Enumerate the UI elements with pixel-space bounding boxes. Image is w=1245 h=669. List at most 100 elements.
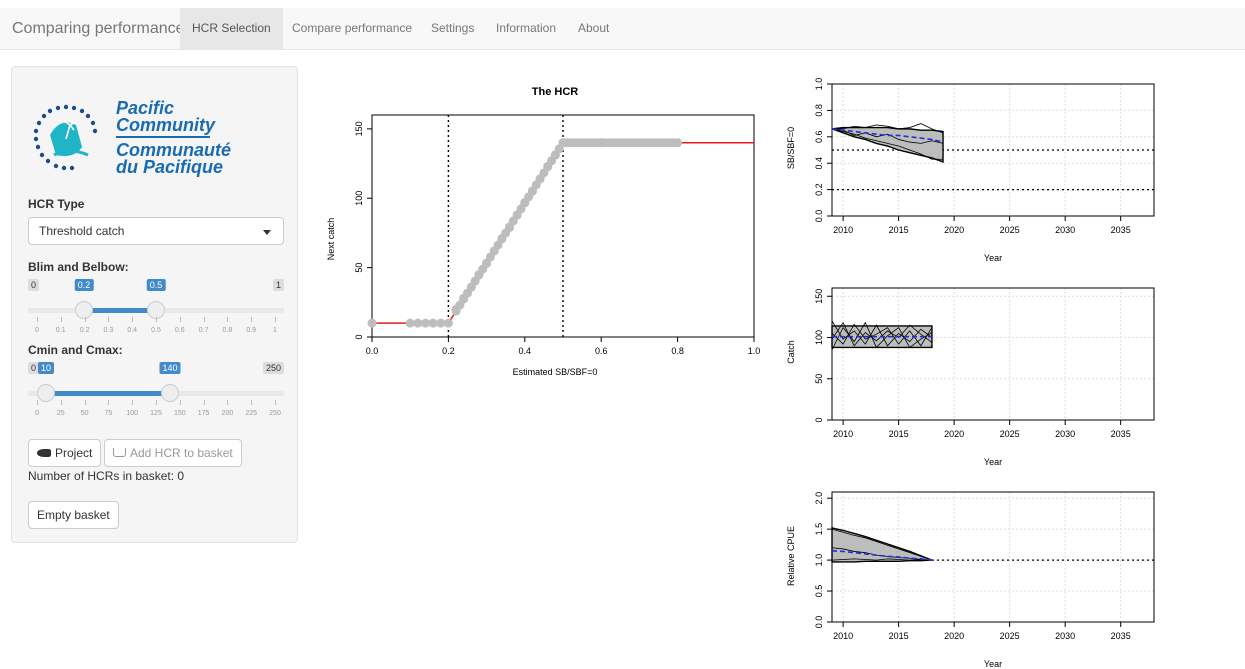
- slider-tick: [227, 317, 229, 322]
- x-tick-label: 2020: [944, 429, 964, 439]
- y-tick-label: 150: [814, 289, 824, 304]
- x-tick-label: 2010: [833, 225, 853, 235]
- sidebar-panel: Pacific Community Communauté du Pacifiqu…: [11, 66, 298, 543]
- sb-trajectory-chart: Year SB/SBF=0 2010 2015 2020 2025 2030 2035 0.…: [786, 78, 1155, 263]
- plot-frame: [831, 287, 1155, 421]
- slider-tick: [251, 317, 253, 322]
- slider-tick-label: 200: [221, 410, 234, 417]
- tab-information[interactable]: Information: [496, 21, 557, 35]
- hcr-type-select[interactable]: Threshold catch: [28, 217, 284, 245]
- spc-logo-emblem: [33, 104, 98, 171]
- x-tick-label: 2035: [1111, 225, 1131, 235]
- slider-tick: [203, 400, 205, 405]
- hcr-point: [428, 318, 438, 328]
- hcr-point: [443, 318, 453, 328]
- y-tick-label: 0.8: [814, 104, 824, 117]
- slider-tick: [108, 317, 110, 322]
- hcr-point: [554, 144, 564, 154]
- project-button-label: Project: [55, 446, 93, 460]
- slider-tick-label: 0.8: [222, 327, 233, 334]
- slider-tick: [108, 400, 110, 405]
- hcr-point: [420, 318, 430, 328]
- x-tick-label: 0.2: [442, 346, 455, 356]
- y-tick-label: 0.2: [814, 183, 824, 196]
- hcr-type-label: HCR Type: [28, 197, 85, 211]
- slider-min-badge: 0: [28, 362, 40, 374]
- y-tick-label: 0: [354, 334, 364, 339]
- slider-range-bar[interactable]: [84, 308, 156, 313]
- y-tick-label: 100: [354, 191, 364, 206]
- slider-tick-label: 100: [126, 410, 139, 417]
- cpue-trajectory-chart: Year Relative CPUE 2010 2015 2020 2025 2030 2…: [786, 491, 1155, 669]
- y-tick-label: 0: [814, 417, 824, 422]
- blim-belbow-slider[interactable]: 0 1 0.2 0.5 0 0.1 0.2 0.3 0.4 0.5 0.6 0.7 0.8 0.9…: [28, 279, 284, 339]
- x-tick-label: 2025: [1000, 225, 1020, 235]
- add-hcr-button[interactable]: Add HCR to basket: [104, 439, 242, 467]
- hcr-type-selected-value: Threshold catch: [39, 224, 125, 238]
- y-tick-label: 0.6: [814, 131, 824, 144]
- logo-text-line1: Pacific: [116, 98, 175, 118]
- navbar: Comparing performance HCR Selection Comp…: [0, 8, 1245, 50]
- slider-from-handle[interactable]: [75, 301, 93, 319]
- slider-tick: [60, 400, 62, 405]
- basket-icon: [113, 448, 126, 458]
- hcr-point: [405, 318, 415, 328]
- slider-range-bar[interactable]: [46, 391, 170, 396]
- y-tick-label: 150: [354, 121, 364, 136]
- blim-belbow-label: Blim and Belbow:: [28, 260, 129, 274]
- slider-tick: [179, 400, 181, 405]
- slider-tick-label: 25: [56, 410, 65, 417]
- logo-text-line2: Community: [116, 115, 215, 135]
- slider-tick: [275, 317, 276, 322]
- slider-tick-label: 125: [150, 410, 162, 417]
- slider-tick-label: 0.2: [79, 327, 90, 334]
- slider-to-handle[interactable]: [161, 384, 179, 402]
- spc-logo: Pacific Community Communauté du Pacifiqu…: [26, 95, 231, 185]
- cmin-cmax-slider[interactable]: 0 250 10 140 0 25 50 75 100 125 150 175 200 225 25…: [28, 362, 284, 422]
- chevron-down-icon: [263, 230, 271, 235]
- hcr-chart-ylabel: Next catch: [326, 218, 336, 261]
- y-tick-label: 0.5: [814, 585, 824, 598]
- catch-trajectory-chart: Year Catch 2010 2015 2020 2025 2030 2035 0 50 10…: [786, 287, 1155, 467]
- tab-settings[interactable]: Settings: [431, 21, 475, 35]
- slider-to-badge: 0.5: [146, 279, 166, 291]
- slider-tick-label: 0.3: [103, 327, 114, 334]
- x-tick-label: 0.6: [595, 346, 608, 356]
- empty-basket-button[interactable]: Empty basket: [28, 501, 119, 529]
- slider-max-badge: 1: [272, 279, 284, 291]
- sb-chart-ylabel: SB/SBF=0: [786, 127, 796, 169]
- slider-tick-label: 0.5: [151, 327, 161, 334]
- hcr-point: [367, 318, 377, 328]
- median-line: [831, 128, 944, 143]
- x-tick-label: 2020: [944, 631, 964, 641]
- slider-tick-label: 0: [35, 410, 39, 417]
- y-tick-label: 1.5: [814, 523, 824, 536]
- slider-tick-label: 0.7: [198, 327, 209, 334]
- y-tick-label: 50: [354, 263, 364, 273]
- x-tick-label: 2010: [833, 429, 853, 439]
- tab-about[interactable]: About: [578, 21, 610, 35]
- fish-icon: [37, 448, 51, 457]
- y-tick-label: 100: [814, 330, 824, 345]
- slider-tick: [203, 317, 205, 322]
- slider-tick-label: 0.9: [246, 327, 257, 334]
- project-button[interactable]: Project: [28, 439, 102, 467]
- slider-to-badge: 140: [159, 362, 181, 374]
- worm-trace: [831, 321, 933, 347]
- slider-tick-label: 1: [273, 327, 277, 334]
- x-tick-label: 0.0: [366, 346, 379, 356]
- x-tick-label: 2015: [889, 429, 909, 439]
- x-tick-label: 2025: [1000, 631, 1020, 641]
- app-brand[interactable]: Comparing performance: [12, 20, 185, 37]
- slider-from-handle[interactable]: [37, 384, 55, 402]
- x-tick-label: 2030: [1055, 429, 1075, 439]
- tab-hcr-selection[interactable]: HCR Selection: [180, 8, 283, 49]
- sb-chart-xlabel: Year: [984, 253, 1002, 263]
- worm-trace: [831, 558, 932, 561]
- x-tick-label: 1.0: [748, 346, 761, 356]
- slider-tick: [84, 317, 86, 322]
- slider-tick-label: 250: [269, 410, 281, 417]
- median-line: [831, 550, 933, 561]
- tab-compare-performance[interactable]: Compare performance: [292, 21, 413, 35]
- y-tick-label: 2.0: [814, 492, 824, 505]
